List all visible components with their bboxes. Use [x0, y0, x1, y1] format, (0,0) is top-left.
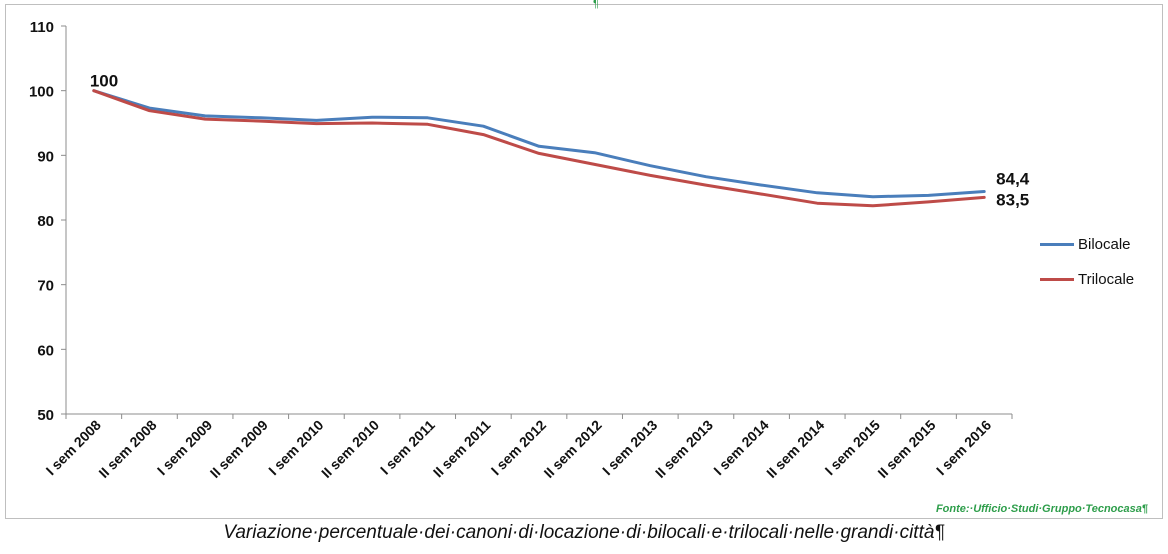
- y-tick-label: 80: [37, 213, 54, 230]
- x-tick-label: II sem 2014: [763, 417, 827, 481]
- data-label: 83,5: [996, 190, 1029, 209]
- y-tick-label: 70: [37, 278, 54, 295]
- x-tick-label: II sem 2010: [318, 417, 382, 481]
- legend-label-bilocale: Bilocale: [1078, 236, 1131, 253]
- y-tick-label: 60: [37, 342, 54, 359]
- x-tick-label: I sem 2011: [377, 417, 438, 478]
- source-note: Fonte:·Ufficio·Studi·Gruppo·Tecnocasa¶: [935, 503, 1148, 515]
- y-tick-label: 100: [29, 84, 54, 101]
- data-label: 100: [90, 72, 118, 91]
- paragraph-mark: ¶: [593, 0, 599, 10]
- y-tick-label: 110: [30, 19, 54, 36]
- x-tick-label: II sem 2009: [207, 417, 271, 481]
- chart-caption: Variazione·percentuale·dei·canoni·di·loc…: [223, 522, 945, 543]
- legend-swatch-trilocale: [1040, 278, 1074, 281]
- y-tick-label: 90: [37, 148, 54, 165]
- y-tick-label: 50: [37, 407, 54, 424]
- x-tick-label: II sem 2011: [430, 417, 494, 481]
- chart-frame: ¶: [5, 0, 1163, 519]
- legend-label-trilocale: Trilocale: [1078, 271, 1135, 288]
- x-tick-label: II sem 2008: [95, 417, 159, 481]
- data-label: 84,4: [996, 170, 1030, 189]
- legend-item-bilocale: Bilocale: [1040, 236, 1131, 253]
- x-tick-label: II sem 2013: [652, 417, 716, 481]
- x-tick-label: II sem 2015: [874, 417, 938, 481]
- series-line-bilocale: [92, 89, 986, 199]
- x-tick-label: I sem 2016: [933, 417, 995, 479]
- legend-item-trilocale: Trilocale: [1040, 271, 1134, 288]
- x-tick-label: II sem 2012: [541, 417, 605, 481]
- legend-swatch-bilocale: [1040, 243, 1074, 246]
- series-line-trilocale: [92, 89, 986, 208]
